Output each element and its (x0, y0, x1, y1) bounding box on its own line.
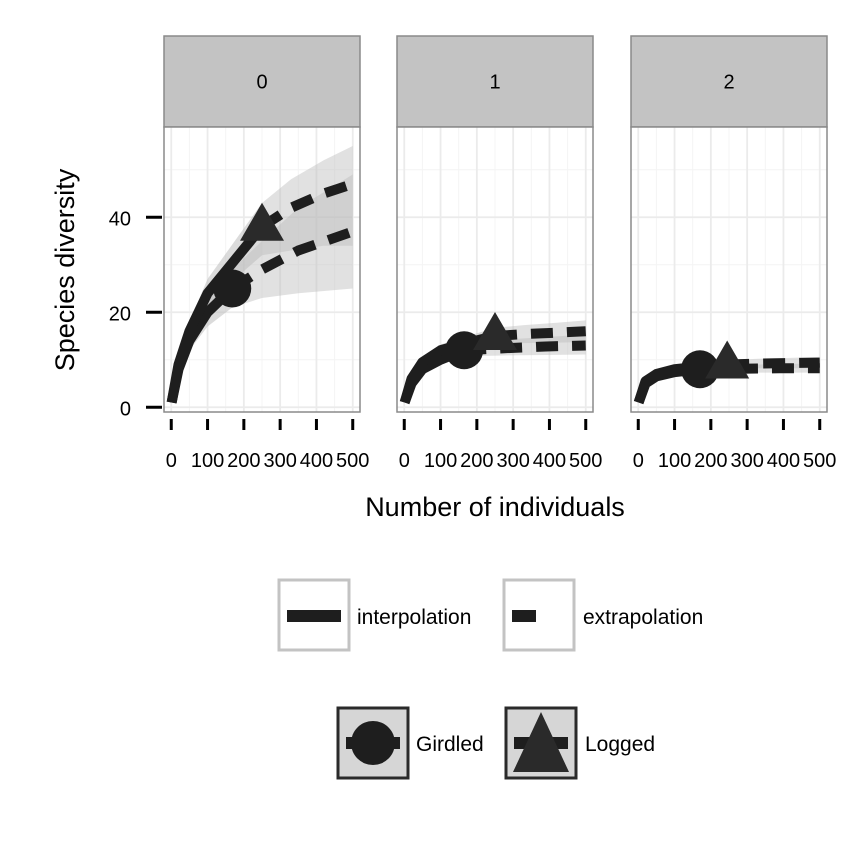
y-axis: 0 20 40 (109, 208, 162, 420)
series-line-extrapolation (494, 326, 586, 341)
data-point-girdled (445, 331, 484, 370)
x-tick-label: 200 (227, 450, 260, 472)
series-line-extrapolation (727, 357, 820, 370)
x-tick-label: 400 (533, 450, 566, 472)
panel-border (630, 126, 828, 413)
x-tick-label: 200 (460, 450, 493, 472)
series-line-interpolation (166, 223, 266, 404)
x-tick-label: 500 (336, 450, 369, 472)
x-tick-label: 300 (263, 450, 296, 472)
panel-border (163, 126, 361, 413)
legend-item-extrapolation: extrapolation (502, 578, 703, 652)
data-point-girdled (680, 350, 719, 389)
facet-panel: 0 0 100 200 300 400 500 (163, 35, 369, 472)
legend-label: Logged (585, 733, 655, 756)
x-tick-label: 100 (191, 450, 224, 472)
y-tick-label: 0 (120, 398, 131, 420)
legend-key-triangle (513, 712, 569, 772)
x-tick-label: 300 (730, 450, 763, 472)
x-tick-label: 0 (399, 450, 410, 472)
confidence-band-extrapolation (232, 174, 353, 308)
x-tick-label: 300 (496, 450, 529, 472)
x-tick-label: 500 (569, 450, 602, 472)
series-line-extrapolation (259, 179, 355, 231)
x-tick-label: 400 (767, 450, 800, 472)
series-layer (399, 312, 586, 405)
x-tick-label: 100 (424, 450, 457, 472)
data-point-girdled (213, 269, 252, 308)
x-tick-label: 0 (166, 450, 177, 472)
x-tick-label: 200 (694, 450, 727, 472)
facet-panel: 1 0 100 200 300 400 500 (396, 35, 602, 472)
legend-key-circle (351, 721, 395, 765)
data-point-logged (473, 312, 517, 350)
legend-item-girdled: Girdled (336, 706, 484, 780)
series-layer (166, 146, 355, 404)
facet-strip-label: 2 (723, 72, 734, 94)
legend-label: interpolation (357, 606, 471, 629)
y-tick-label: 40 (109, 208, 131, 230)
data-point-logged (240, 202, 284, 241)
facet-strip (630, 35, 828, 128)
x-axis-title: Number of individuals (365, 492, 625, 522)
panel-border (396, 126, 594, 413)
x-tick-label: 100 (658, 450, 691, 472)
x-tick-label: 0 (633, 450, 644, 472)
legend-item-interpolation: interpolation (277, 578, 471, 652)
facet-strip-label: 0 (256, 72, 267, 94)
facet-strip-label: 1 (489, 72, 500, 94)
data-point-logged (705, 340, 750, 379)
series-layer (633, 340, 820, 405)
legend-label: Girdled (416, 733, 484, 756)
legend: interpolation extrapolation Girdled Logged (277, 578, 703, 780)
x-tick-label: 400 (300, 450, 333, 472)
x-tick-label: 500 (803, 450, 836, 472)
facet-strip (396, 35, 594, 128)
legend-label: extrapolation (583, 606, 703, 629)
facet-panel: 2 0 100 200 300 400 500 (630, 35, 836, 472)
y-tick-label: 20 (109, 303, 131, 325)
legend-item-logged: Logged (504, 706, 655, 780)
facet-strip (163, 35, 361, 128)
y-axis-title: Species diversity (50, 168, 80, 371)
